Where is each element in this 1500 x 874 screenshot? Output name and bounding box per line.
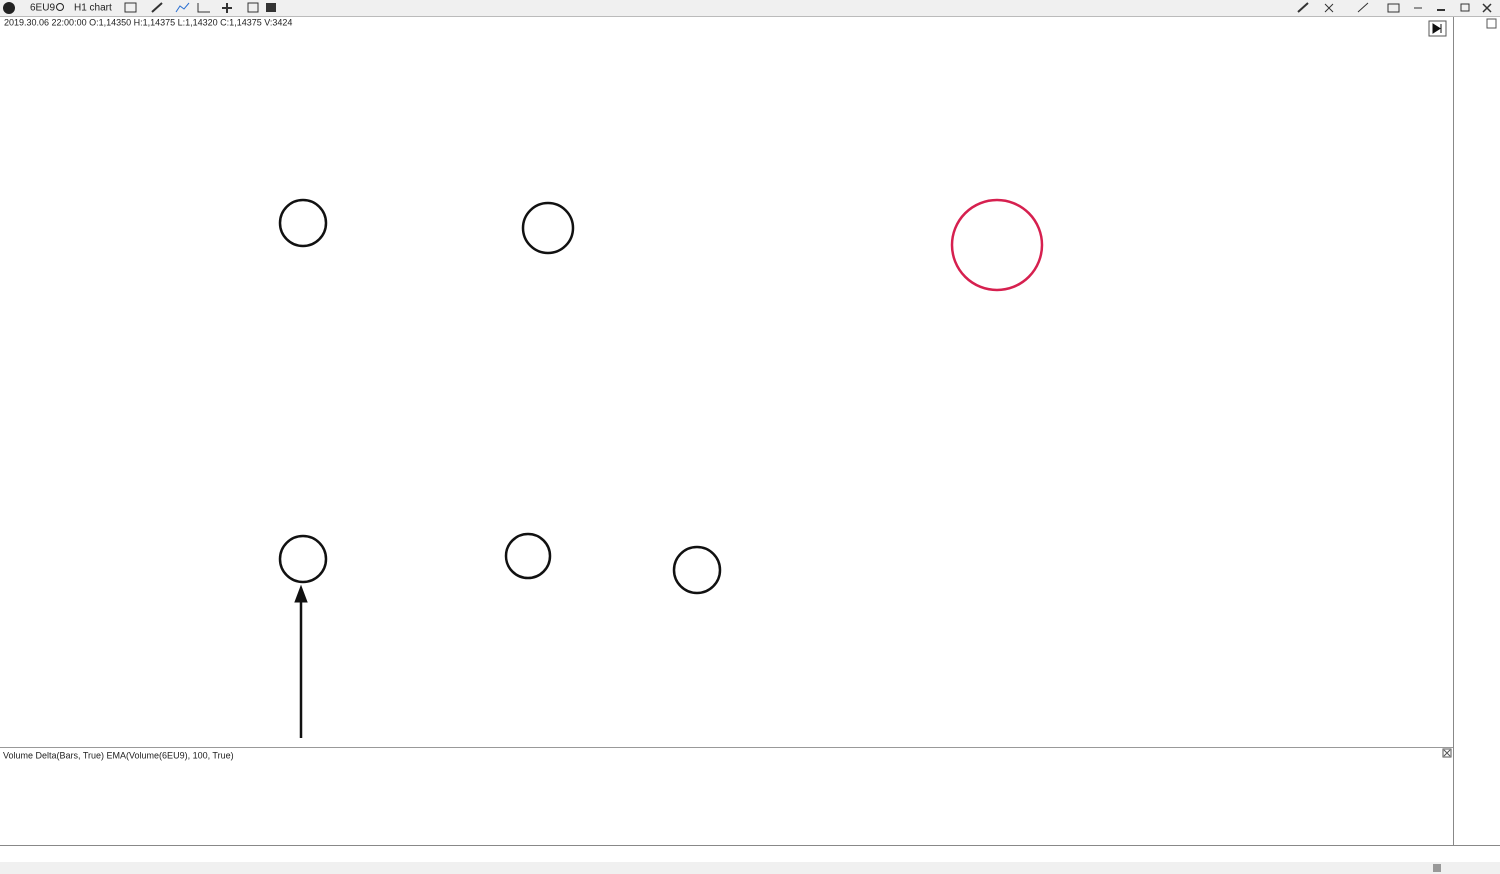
maximize[interactable] — [1460, 3, 1470, 12]
pen-icon[interactable] — [1357, 2, 1369, 13]
camera-icon[interactable] — [1387, 3, 1400, 13]
timeframe[interactable]: H1 chart — [74, 3, 112, 14]
cross-icon[interactable] — [1324, 3, 1334, 13]
annotation-circle — [672, 545, 722, 595]
annotation-circle — [278, 534, 328, 584]
chart-type-icon[interactable] — [124, 2, 137, 13]
close[interactable] — [1482, 3, 1492, 13]
annotation-circle — [504, 532, 552, 580]
volume-title: Volume Delta(Bars, True) EMA(Volume(6EU9… — [3, 750, 234, 760]
app-logo[interactable] — [3, 2, 15, 14]
indicator-icon[interactable] — [175, 2, 190, 13]
pane-close-icon — [1443, 749, 1451, 757]
search-icon[interactable] — [56, 3, 64, 11]
window-icon[interactable] — [247, 2, 259, 13]
scroll-end-icon — [1432, 23, 1442, 34]
draw-icon[interactable] — [151, 2, 163, 13]
toolbar — [0, 0, 1500, 16]
tool-icon[interactable] — [1297, 2, 1309, 13]
scrollbar[interactable] — [0, 862, 1500, 874]
scroll-thumb[interactable] — [1433, 864, 1441, 872]
pane-close[interactable] — [1442, 748, 1452, 758]
annotation-circle — [278, 198, 328, 248]
annotation-circle — [521, 201, 575, 255]
symbol[interactable]: 6EU9 — [30, 3, 55, 14]
layout-icon[interactable] — [266, 3, 276, 12]
ohlc-info: 2019.30.06 22:00:00 O:1,14350 H:1,14375 … — [4, 17, 292, 27]
add-icon[interactable] — [222, 3, 232, 13]
axis-button[interactable] — [1486, 18, 1497, 29]
annotation-circle — [950, 198, 1044, 292]
template-icon[interactable] — [197, 3, 210, 13]
annotation-arrowhead — [294, 584, 308, 603]
annotations — [278, 198, 1044, 738]
